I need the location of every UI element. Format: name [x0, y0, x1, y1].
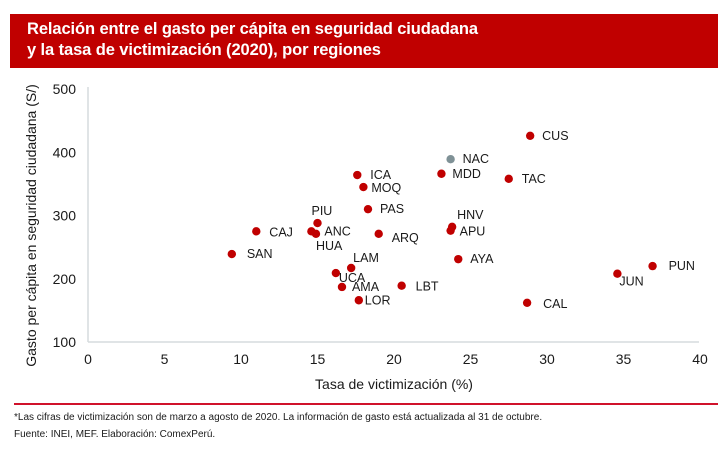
data-point-san: SAN: [227, 247, 273, 261]
point-label: TAC: [522, 172, 546, 186]
chart-title-line-2: y la tasa de victimización (2020), por r…: [27, 41, 381, 59]
point-label: NAC: [463, 152, 489, 166]
source-note: Fuente: INEI, MEF. Elaboración: ComexPer…: [14, 429, 216, 440]
point-marker: [522, 298, 532, 307]
point-label: ARQ: [392, 231, 419, 245]
x-tick-label: 5: [161, 351, 169, 367]
point-marker: [331, 268, 341, 278]
y-tick-label: 200: [53, 271, 77, 287]
point-label: HUA: [316, 239, 343, 253]
point-marker: [504, 174, 513, 184]
data-point-ama: AMA: [337, 280, 380, 294]
point-label: CAJ: [269, 225, 293, 239]
point-marker: [337, 282, 347, 292]
x-tick-label: 20: [386, 351, 402, 367]
point-label: AMA: [352, 280, 380, 294]
y-tick-labels: 100 200 300 400 500: [53, 81, 77, 350]
point-label: SAN: [247, 247, 273, 261]
data-point-lam: LAM: [346, 251, 379, 273]
data-point-pas: PAS: [363, 202, 404, 216]
x-tick-label: 25: [463, 351, 479, 367]
x-tick-label: 35: [616, 351, 632, 367]
point-marker: [454, 254, 463, 264]
point-marker: [613, 269, 622, 278]
x-tick-label: 10: [233, 351, 249, 367]
x-tick-label: 30: [539, 351, 555, 367]
data-point-moq: MOQ: [359, 181, 402, 195]
y-tick-label: 300: [53, 208, 77, 224]
data-point-lor: LOR: [354, 293, 391, 307]
point-marker: [446, 155, 455, 164]
y-tick-label: 100: [53, 334, 77, 350]
point-marker: [346, 263, 356, 273]
data-point-apu: APU: [446, 225, 485, 239]
point-label: LOR: [365, 293, 391, 307]
x-tick-label: 15: [310, 351, 326, 367]
point-marker: [374, 229, 383, 239]
point-label: ANC: [324, 224, 350, 238]
point-marker: [353, 170, 362, 180]
point-marker: [227, 249, 237, 259]
point-marker: [252, 227, 261, 236]
point-marker: [397, 281, 406, 290]
y-axis-label: Gasto per cápita en seguridad ciudadana …: [23, 84, 39, 367]
footer-divider: [14, 403, 718, 405]
data-point-lbt: LBT: [397, 280, 439, 294]
point-marker: [311, 229, 321, 239]
footnote: *Las cifras de victimización son de marz…: [14, 412, 543, 423]
data-point-hua: HUA: [311, 229, 343, 253]
x-tick-label: 0: [84, 351, 92, 367]
data-point-caj: CAJ: [252, 225, 293, 239]
point-marker: [359, 182, 368, 192]
data-point-mdd: MDD: [437, 167, 481, 181]
y-tick-label: 500: [53, 81, 77, 97]
point-marker: [446, 226, 455, 235]
point-marker: [363, 204, 373, 214]
point-marker: [437, 169, 446, 178]
data-point-cus: CUS: [525, 129, 569, 143]
data-point-pun: PUN: [648, 259, 695, 273]
point-marker: [648, 261, 657, 271]
data-point-jun: JUN: [613, 269, 644, 289]
scatter-chart: 100 200 300 400 500 0 5 10 15 20 25 30 35 40 Gasto p…: [23, 81, 708, 392]
point-label: LBT: [416, 280, 439, 294]
point-label: UCA: [339, 271, 366, 285]
axes: [87, 87, 699, 343]
point-label: ICA: [370, 168, 392, 182]
point-label: MDD: [452, 167, 480, 181]
point-marker: [354, 296, 364, 305]
point-label: PIU: [312, 204, 333, 218]
point-label: HNV: [457, 208, 484, 222]
x-tick-labels: 0 5 10 15 20 25 30 35 40: [84, 351, 708, 367]
point-label: AYA: [470, 252, 494, 266]
point-label: CAL: [543, 297, 567, 311]
data-point-ica: ICA: [353, 168, 392, 182]
point-label: MOQ: [371, 181, 401, 195]
chart-title-line-1: Relación entre el gasto per cápita en se…: [27, 20, 478, 38]
data-point-aya: AYA: [454, 252, 494, 266]
data-point-cal: CAL: [522, 297, 567, 311]
point-label: CUS: [542, 129, 568, 143]
title-banner: Relación entre el gasto per cápita en se…: [10, 14, 718, 68]
point-label: APU: [460, 225, 486, 239]
point-marker: [525, 131, 535, 141]
data-point-uca: UCA: [331, 268, 366, 285]
x-tick-label: 40: [692, 351, 708, 367]
point-label: PUN: [669, 259, 695, 273]
point-label: PAS: [380, 202, 404, 216]
point-marker: [313, 218, 322, 228]
point-label: JUN: [619, 275, 643, 289]
point-label: LAM: [353, 251, 379, 265]
x-axis-label: Tasa de victimización (%): [315, 376, 473, 392]
data-point-tac: TAC: [504, 172, 546, 186]
data-point-nac: NAC: [446, 152, 489, 166]
data-point-piu: PIU: [312, 204, 333, 228]
y-tick-label: 400: [53, 144, 77, 160]
data-point-arq: ARQ: [374, 229, 419, 245]
